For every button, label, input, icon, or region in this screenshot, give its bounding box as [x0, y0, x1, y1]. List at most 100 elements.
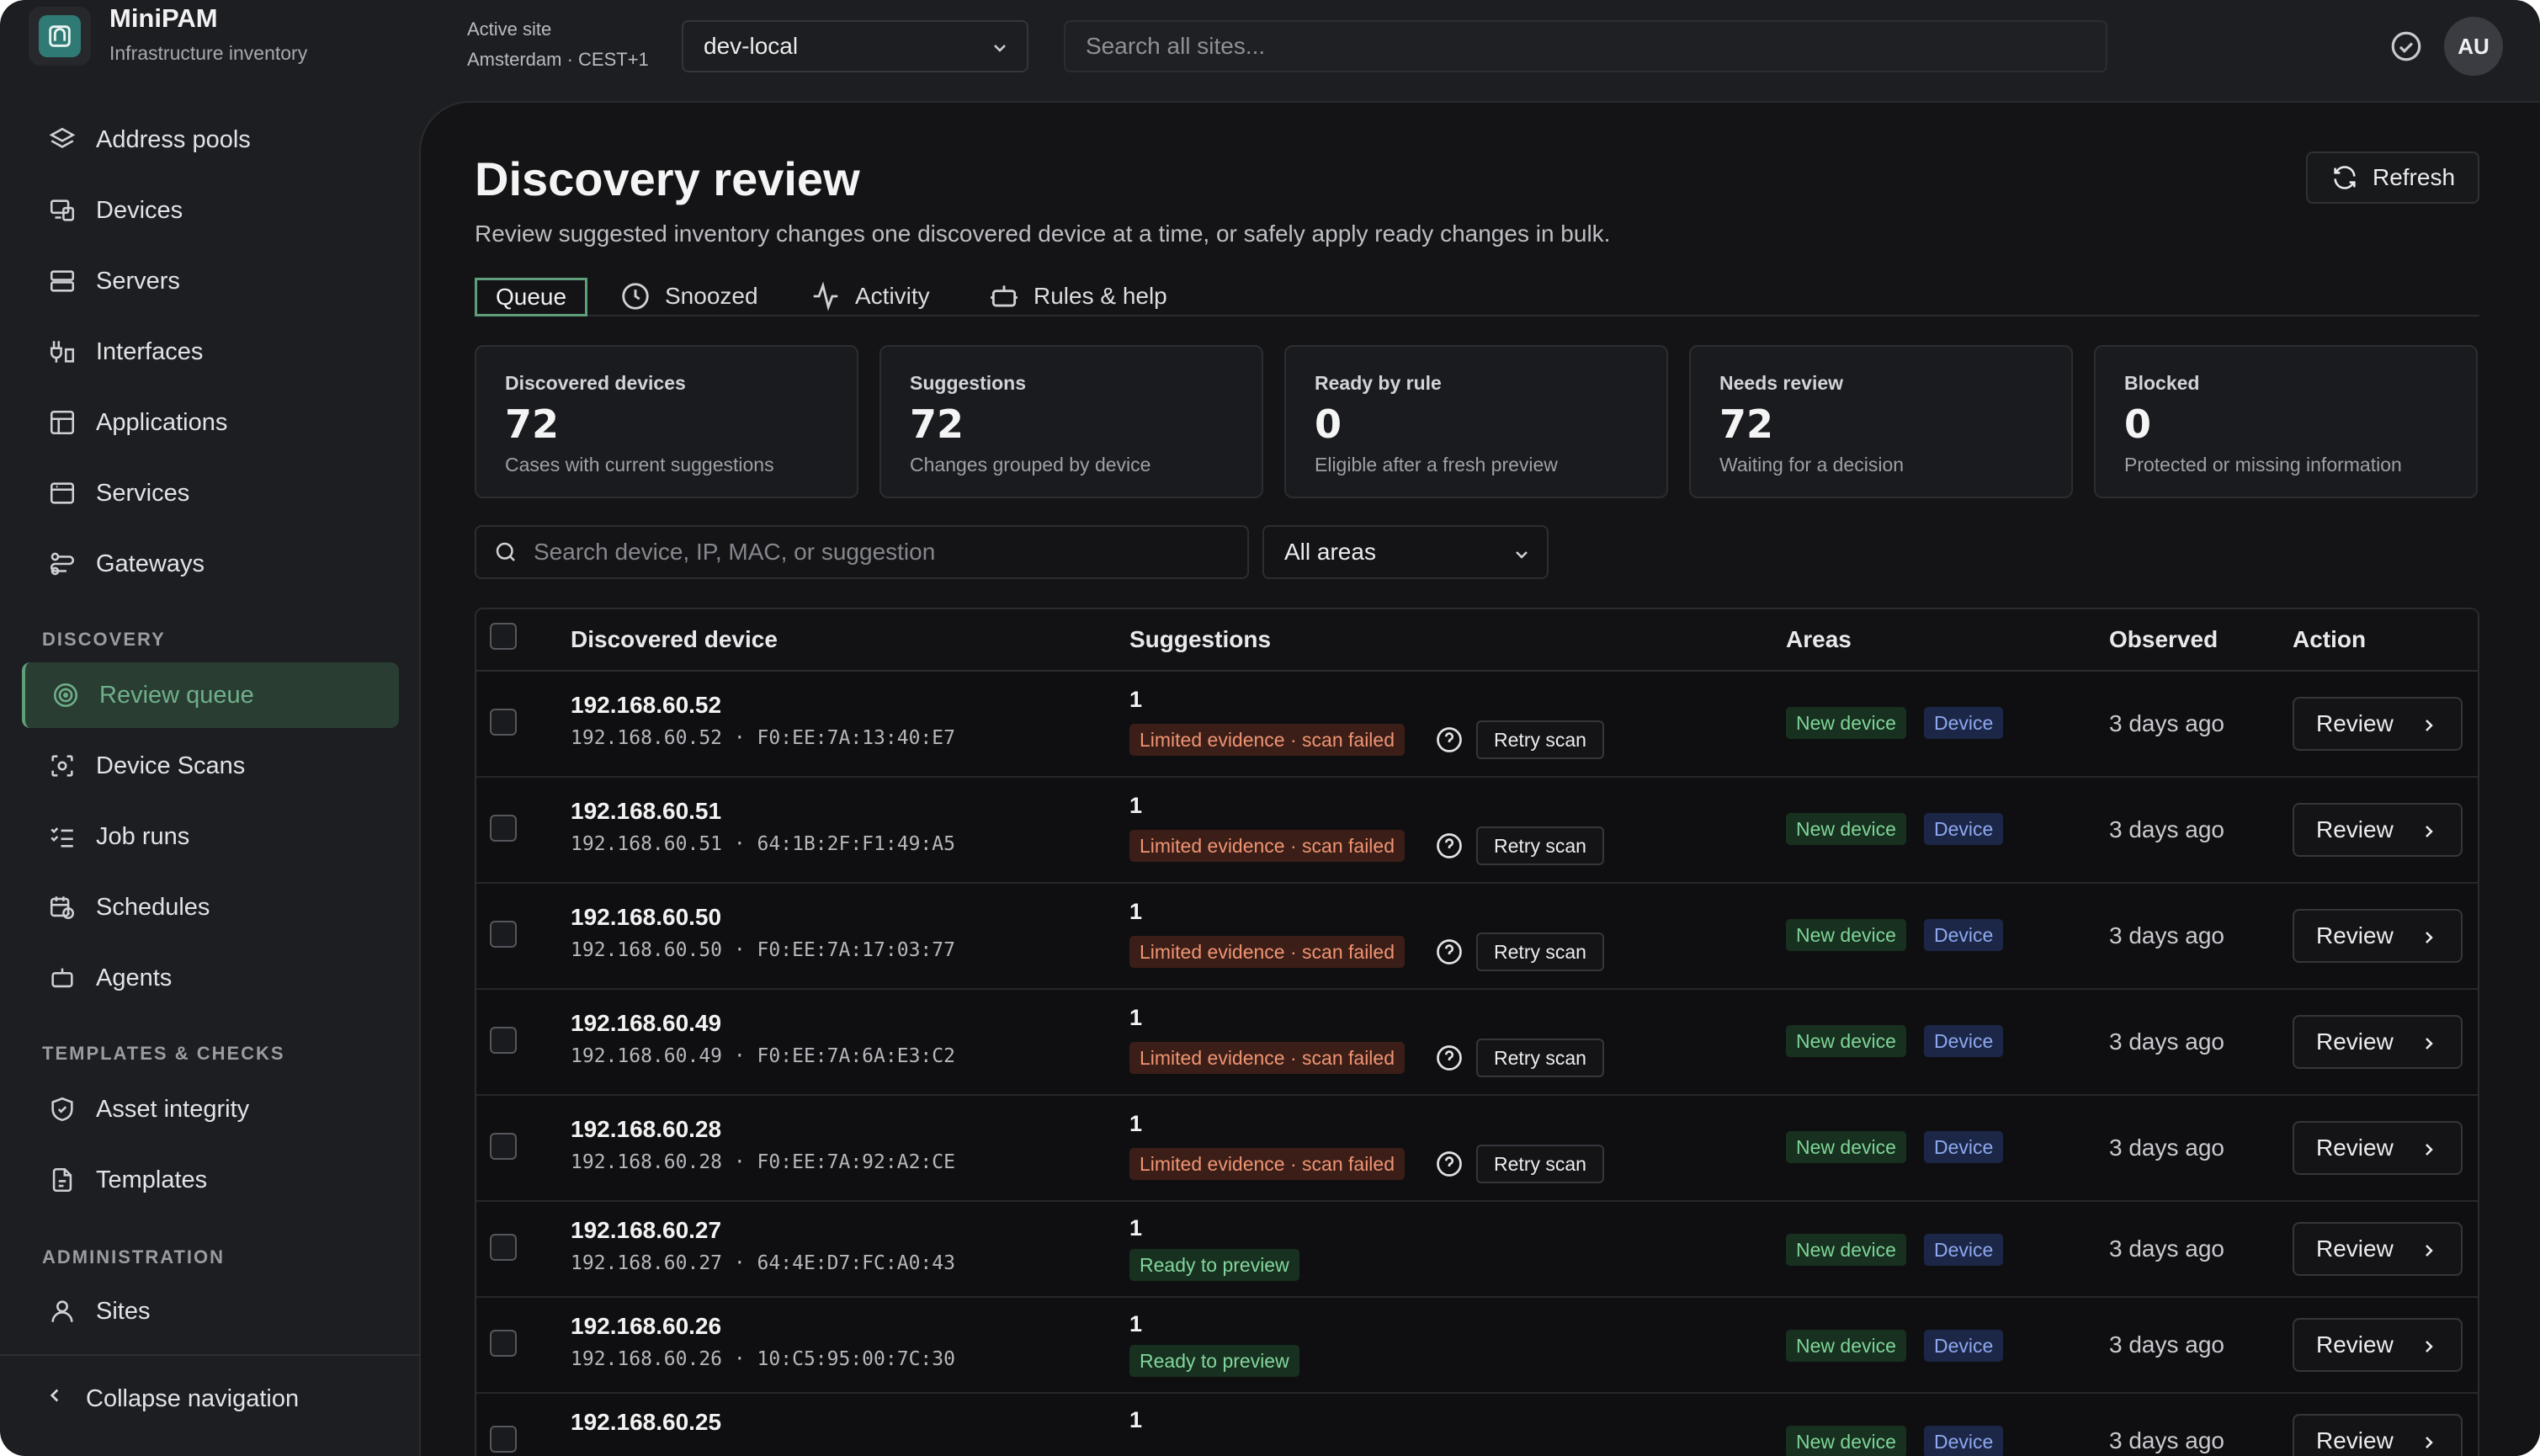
select-all-checkbox[interactable]: [490, 623, 517, 650]
row-checkbox[interactable]: [490, 709, 517, 736]
stat-card-needs-review: Needs review 72 Waiting for a decision: [1689, 345, 2073, 498]
review-label: Review: [2316, 1427, 2394, 1453]
tab-snoozed[interactable]: Snoozed: [619, 278, 758, 315]
refresh-button[interactable]: Refresh: [2306, 151, 2479, 204]
help-circle-icon[interactable]: [1434, 937, 1464, 967]
sidebar-item-servers[interactable]: Servers: [22, 248, 399, 314]
tab-queue[interactable]: Queue: [475, 278, 588, 316]
sidebar-item-devices[interactable]: Devices: [22, 178, 399, 243]
row-checkbox[interactable]: [490, 921, 517, 948]
retry-scan-button[interactable]: Retry scan: [1476, 826, 1604, 865]
column-header-device: Discovered device: [571, 626, 778, 652]
review-button[interactable]: Review: [2293, 803, 2463, 857]
column-header-action: Action: [2293, 626, 2367, 652]
sidebar-item-label: Agents: [96, 964, 173, 991]
review-button[interactable]: Review: [2293, 1414, 2463, 1456]
stat-subtext: Cases with current suggestions: [505, 454, 774, 476]
observed-time: 3 days ago: [2109, 1235, 2224, 1262]
stat-subtext: Changes grouped by device: [910, 454, 1151, 476]
sidebar-item-label: Servers: [96, 267, 180, 295]
global-search-input[interactable]: Search all sites...: [1064, 20, 2107, 72]
sidebar-item-label: Sites: [96, 1297, 151, 1325]
avatar[interactable]: AU: [2444, 17, 2503, 76]
review-button[interactable]: Review: [2293, 909, 2463, 963]
sidebar-item-services[interactable]: Services: [22, 460, 399, 526]
table-row: 192.168.60.28 192.168.60.28 · F0:EE:7A:9…: [476, 1096, 2478, 1202]
row-checkbox[interactable]: [490, 1426, 517, 1453]
area-tag-new-device: New device: [1786, 1330, 1906, 1362]
services-icon: [47, 478, 77, 508]
review-button[interactable]: Review: [2293, 1222, 2463, 1276]
help-circle-icon[interactable]: [1434, 725, 1464, 755]
row-checkbox[interactable]: [490, 1133, 517, 1160]
sidebar-item-sites[interactable]: Sites: [22, 1278, 399, 1344]
area-tag-device: Device: [1924, 707, 2004, 739]
queue-search-placeholder: Search device, IP, MAC, or suggestion: [534, 539, 936, 565]
refresh-icon: [2330, 163, 2359, 192]
device-ip: 192.168.60.52: [571, 692, 722, 718]
site-select[interactable]: dev-local: [682, 20, 1028, 72]
stat-label: Discovered devices: [505, 372, 686, 394]
review-label: Review: [2316, 1235, 2394, 1262]
sidebar-item-label: Review queue: [99, 681, 254, 709]
gateway-icon: [47, 549, 77, 579]
activity-icon: [810, 280, 842, 312]
sidebar-item-agents[interactable]: Agents: [22, 945, 399, 1011]
sidebar-item-gateways[interactable]: Gateways: [22, 531, 399, 597]
tab-label: Activity: [855, 283, 930, 309]
retry-scan-button[interactable]: Retry scan: [1476, 933, 1604, 971]
retry-scan-button[interactable]: Retry scan: [1476, 720, 1604, 759]
stat-value: 0: [1315, 401, 1342, 447]
device-details: 192.168.60.27 · 64:4E:D7:FC:A0:43: [571, 1252, 955, 1274]
sidebar-item-label: Applications: [96, 408, 228, 436]
app-logo[interactable]: [29, 7, 91, 66]
review-button[interactable]: Review: [2293, 697, 2463, 751]
sidebar-item-address-pools[interactable]: Address pools: [22, 107, 399, 173]
collapse-navigation-button[interactable]: Collapse navigation: [44, 1384, 299, 1413]
area-tag-device: Device: [1924, 919, 2004, 951]
sidebar-item-interfaces[interactable]: Interfaces: [22, 319, 399, 385]
queue-search-input[interactable]: Search device, IP, MAC, or suggestion: [475, 525, 1249, 579]
table-row: 192.168.60.25 1 New device Device 3 days…: [476, 1394, 2478, 1456]
sidebar-item-job-runs[interactable]: Job runs: [22, 804, 399, 869]
row-checkbox[interactable]: [490, 1234, 517, 1261]
chevron-right-icon: [2419, 1140, 2439, 1160]
stat-subtext: Eligible after a fresh preview: [1315, 454, 1558, 476]
status-badge: Limited evidence · scan failed: [1129, 1042, 1405, 1074]
sidebar-item-review-queue[interactable]: Review queue: [22, 662, 399, 728]
chevron-right-icon: [2419, 715, 2439, 736]
review-button[interactable]: Review: [2293, 1121, 2463, 1175]
chevron-down-icon: [990, 37, 1010, 64]
row-checkbox[interactable]: [490, 1330, 517, 1357]
help-circle-icon[interactable]: [1434, 1043, 1464, 1073]
review-button[interactable]: Review: [2293, 1318, 2463, 1372]
retry-scan-button[interactable]: Retry scan: [1476, 1039, 1604, 1077]
device-ip: 192.168.60.50: [571, 904, 722, 930]
sidebar-item-schedules[interactable]: Schedules: [22, 874, 399, 940]
review-button[interactable]: Review: [2293, 1015, 2463, 1069]
sidebar-item-templates[interactable]: Templates: [22, 1147, 399, 1213]
sidebar-item-asset-integrity[interactable]: Asset integrity: [22, 1076, 399, 1142]
row-checkbox[interactable]: [490, 1027, 517, 1054]
area-tag-device: Device: [1924, 1426, 2004, 1456]
chevron-right-icon: [2419, 1034, 2439, 1054]
help-circle-icon[interactable]: [1434, 1149, 1464, 1179]
area-tag-device: Device: [1924, 813, 2004, 845]
sidebar-item-device-scans[interactable]: Device Scans: [22, 733, 399, 799]
retry-scan-button[interactable]: Retry scan: [1476, 1145, 1604, 1183]
scan-icon: [47, 751, 77, 781]
calendar-clock-icon: [47, 892, 77, 922]
check-circle-icon[interactable]: [2389, 29, 2424, 68]
row-checkbox[interactable]: [490, 815, 517, 842]
area-tag-new-device: New device: [1786, 813, 1906, 845]
tab-rules-help[interactable]: Rules & help: [988, 278, 1167, 315]
area-filter-select[interactable]: All areas: [1262, 525, 1549, 579]
layers-icon: [47, 125, 77, 155]
tab-activity[interactable]: Activity: [810, 278, 930, 315]
sidebar-divider: [0, 1354, 421, 1356]
help-circle-icon[interactable]: [1434, 831, 1464, 861]
sidebar-item-applications[interactable]: Applications: [22, 390, 399, 455]
suggestion-count: 1: [1129, 1111, 1143, 1136]
review-label: Review: [2316, 1028, 2394, 1055]
device-details: 192.168.60.50 · F0:EE:7A:17:03:77: [571, 939, 955, 961]
